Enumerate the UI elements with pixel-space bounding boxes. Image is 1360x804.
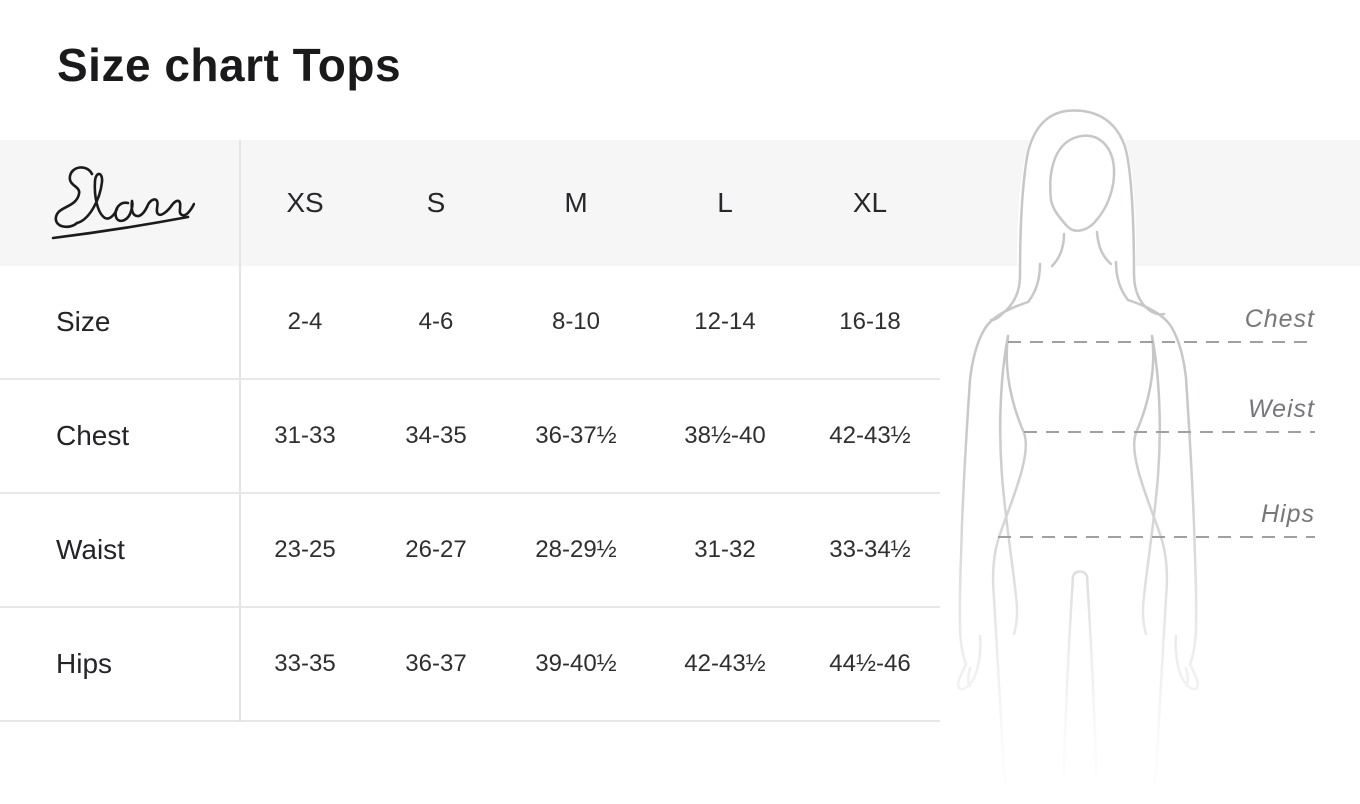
column-header-xl: XL (852, 187, 888, 218)
waist-measure-line (1024, 431, 1315, 433)
table-row-size: Size 2-4 4-6 8-10 12-14 16-18 (0, 266, 940, 380)
table-cell: 42-43½ (829, 422, 911, 449)
table-cell: 23-25 (274, 536, 336, 563)
table-cell: 34-35 (405, 422, 467, 449)
hips-measure-line (998, 536, 1315, 538)
waist-label: Weist (1247, 395, 1315, 423)
table-header-row: Elan XS S M L XL (0, 140, 940, 266)
table-cell: 31-32 (694, 536, 756, 563)
page-title: Size chart Tops (57, 39, 402, 91)
hips-label: Hips (1260, 500, 1315, 528)
column-header-s: S (426, 187, 446, 218)
size-table: Elan XS S M L XL Size 2-4 4-6 8-10 12-14… (0, 140, 940, 722)
table-cell: 31-33 (274, 422, 336, 449)
table-cell: 33-35 (274, 650, 336, 677)
figure-head-mask (1017, 111, 1137, 325)
table-cell: 36-37 (405, 650, 467, 677)
table-cell: 33-34½ (829, 536, 911, 563)
figure-fadeout (940, 404, 1360, 804)
column-divider (239, 140, 241, 722)
table-cell: 38½-40 (684, 422, 766, 449)
table-cell: 28-29½ (535, 536, 617, 563)
table-cell: 12-14 (694, 308, 756, 335)
table-row-waist: Waist 23-25 26-27 28-29½ 31-32 33-34½ (0, 494, 940, 608)
table-cell: 36-37½ (535, 422, 617, 449)
row-label-waist: Waist (56, 534, 125, 565)
table-cell: 26-27 (405, 536, 467, 563)
table-cell: 16-18 (839, 308, 901, 335)
body-figure-illustration (940, 109, 1360, 804)
table-cell: 8-10 (551, 308, 601, 335)
chest-measure-line (1008, 341, 1315, 343)
table-cell: 39-40½ (535, 650, 617, 677)
table-cell: 42-43½ (684, 650, 766, 677)
row-label-hips: Hips (56, 648, 113, 679)
table-row-hips: Hips 33-35 36-37 39-40½ 42-43½ 44½-46 (0, 608, 940, 722)
chest-label: Chest (1244, 305, 1315, 333)
table-cell: 44½-46 (829, 650, 911, 677)
brand-logo-cell: Elan (0, 140, 240, 266)
table-cell: 2-4 (287, 308, 323, 335)
column-header-xs: XS (286, 187, 324, 218)
column-header-m: M (564, 187, 588, 218)
table-row-chest: Chest 31-33 34-35 36-37½ 38½-40 42-43½ (0, 380, 940, 494)
table-cell: 4-6 (418, 308, 454, 335)
column-header-l: L (717, 187, 733, 218)
row-label-chest: Chest (56, 420, 130, 451)
brand-logo (51, 166, 195, 240)
row-label-size: Size (56, 306, 111, 337)
